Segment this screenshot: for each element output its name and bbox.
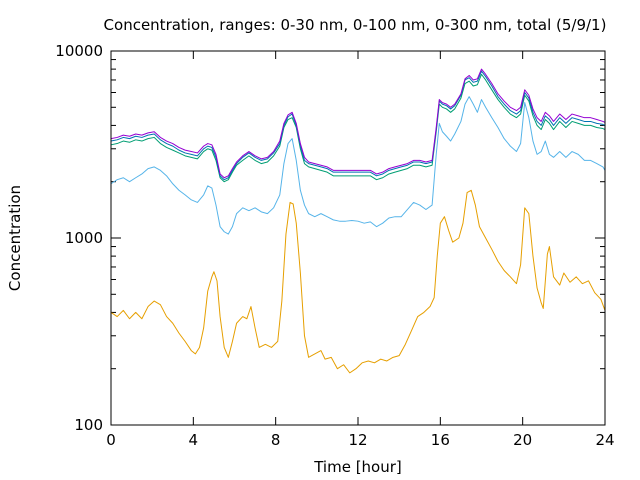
x-axis-label: Time [hour]	[313, 458, 402, 476]
series-layer	[110, 68, 606, 374]
series-line-3	[110, 73, 606, 183]
y-tick-label: 100	[74, 416, 103, 434]
y-minor-ticks	[111, 59, 605, 370]
x-axis-ticks: 0 4 8 12 16 20 24	[106, 51, 615, 449]
series-line-2	[110, 96, 606, 235]
y-axis-ticks: 100 1000 10000	[55, 42, 605, 434]
series-line-4	[110, 70, 606, 181]
y-tick-label: 1000	[65, 229, 103, 247]
series-line-5	[110, 68, 606, 179]
x-tick-label: 8	[271, 431, 281, 449]
x-tick-label: 4	[189, 431, 199, 449]
y-axis-label: Concentration	[6, 185, 24, 291]
series-line-1	[110, 189, 606, 374]
x-tick-label: 20	[513, 431, 532, 449]
plot-frame	[110, 50, 606, 426]
y-tick-label: 10000	[55, 42, 103, 60]
x-tick-label: 24	[595, 431, 614, 449]
x-tick-label: 16	[431, 431, 450, 449]
x-tick-label: 0	[106, 431, 116, 449]
x-tick-label: 12	[348, 431, 367, 449]
chart-title: Concentration, ranges: 0-30 nm, 0-100 nm…	[104, 16, 607, 34]
